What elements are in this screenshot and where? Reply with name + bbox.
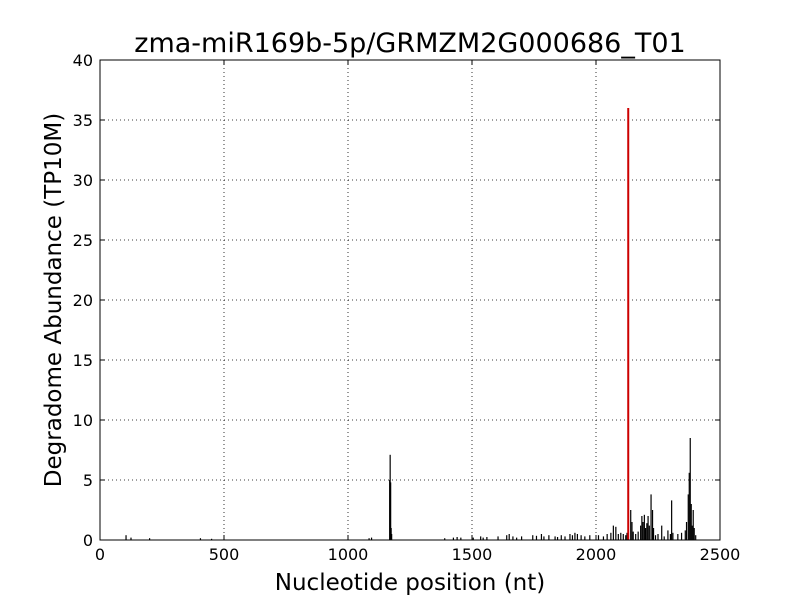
x-tick-label: 2000 (576, 545, 617, 564)
x-tick-label: 2500 (700, 545, 741, 564)
axis-ticks: 0 500 1000 1500 2000 2500 0 5 10 15 20 25 30 35 40 (73, 51, 741, 564)
plot-frame (99, 59, 721, 541)
y-tick-label: 40 (73, 51, 93, 70)
y-axis-label: Degradome Abundance (TP10M) (41, 113, 67, 487)
y-tick-label: 15 (73, 351, 93, 370)
x-tick-label: 500 (209, 545, 240, 564)
grid-lines (100, 60, 720, 540)
y-tick-label: 10 (73, 411, 93, 430)
x-tick-label: 1000 (328, 545, 369, 564)
y-tick-label: 0 (83, 531, 93, 550)
data-bars (125, 108, 697, 540)
y-tick-label: 35 (73, 111, 93, 130)
y-tick-label: 30 (73, 171, 93, 190)
y-tick-label: 20 (73, 291, 93, 310)
x-axis-label: Nucleotide position (nt) (275, 570, 545, 596)
y-tick-label: 5 (83, 471, 93, 490)
chart-title: zma-miR169b-5p/GRMZM2G000686_T01 (134, 28, 685, 59)
y-tick-label: 25 (73, 231, 93, 250)
x-tick-label: 1500 (452, 545, 493, 564)
x-tick-label: 0 (95, 545, 105, 564)
